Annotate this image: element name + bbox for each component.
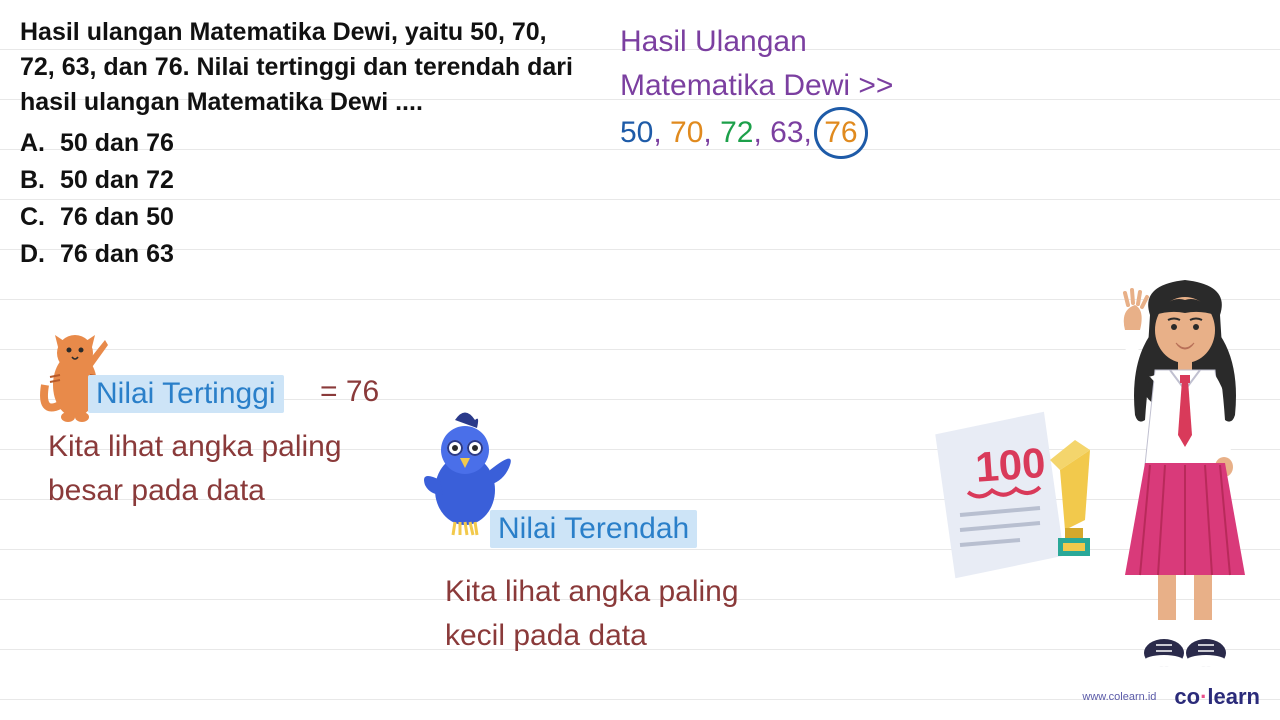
student-illustration [1100,275,1270,685]
score-value: 76 [820,111,861,155]
score-100: 100 [974,439,1047,491]
footer: www.colearn.id co·learn [1082,684,1260,710]
option-c: C.76 dan 50 [20,200,580,235]
question-text: Hasil ulangan Matematika Dewi, yaitu 50,… [20,15,580,120]
tertinggi-value: = 76 [320,375,379,409]
score-list: 50, 70, 72, 63, 76 [620,111,893,155]
highlight-terendah: Nilai Terendah [490,510,697,548]
footer-url: www.colearn.id [1082,691,1156,703]
question-block: Hasil ulangan Matematika Dewi, yaitu 50,… [20,15,580,274]
options-list: A.50 dan 76 B.50 dan 72 C.76 dan 50 D.76… [20,126,580,272]
highlight-tertinggi: Nilai Tertinggi [88,375,284,413]
score-value: 72 [720,116,753,149]
paper-trophy-illustration: 100 [920,400,1100,600]
option-a: A.50 dan 76 [20,126,580,161]
score-value: 63 [770,116,803,149]
tertinggi-desc: Kita lihat angka palingbesar pada data [48,425,342,512]
answer-block: Hasil Ulangan Matematika Dewi >> 50, 70,… [620,20,893,155]
terendah-desc: Kita lihat angka palingkecil pada data [445,570,739,657]
answer-title-1: Hasil Ulangan [620,20,893,64]
score-value: 70 [670,116,703,149]
answer-title-2: Matematika Dewi >> [620,64,893,108]
footer-logo: co·learn [1174,684,1260,710]
score-value: 50 [620,116,653,149]
option-d: D.76 dan 63 [20,237,580,272]
option-b: B.50 dan 72 [20,163,580,198]
